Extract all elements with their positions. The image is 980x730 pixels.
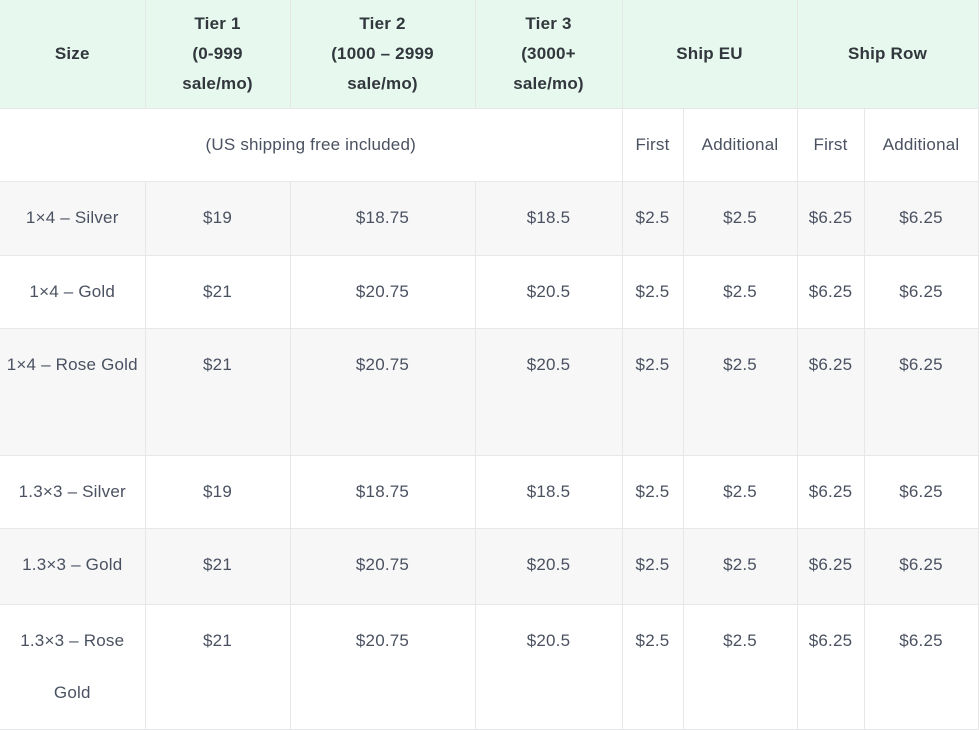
column-header-ship-row: Ship Row bbox=[796, 0, 979, 109]
eu-first-price: $2.5 bbox=[621, 528, 684, 605]
size-cell: 1×4 – Rose Gold bbox=[0, 328, 146, 456]
tier2-price: $20.75 bbox=[289, 604, 476, 730]
tier3-price: $18.5 bbox=[474, 181, 623, 256]
table-row: 1.3×3 – Rose Gold $21 $20.75 $20.5 $2.5 … bbox=[0, 604, 979, 730]
tier1-price: $21 bbox=[144, 328, 291, 456]
tier2-price: $20.75 bbox=[289, 328, 476, 456]
size-cell: 1×4 – Silver bbox=[0, 181, 146, 256]
size-cell: 1.3×3 – Silver bbox=[0, 455, 146, 529]
row-additional-price: $6.25 bbox=[863, 255, 979, 329]
row-additional-price: $6.25 bbox=[863, 528, 979, 605]
column-header-tier3: Tier 3 (3000+ sale/mo) bbox=[474, 0, 623, 109]
eu-additional-price: $2.5 bbox=[682, 604, 798, 730]
tier1-price: $21 bbox=[144, 528, 291, 605]
column-header-size: Size bbox=[0, 0, 146, 109]
tier3-price: $20.5 bbox=[474, 328, 623, 456]
row-additional-price: $6.25 bbox=[863, 455, 979, 529]
size-cell: 1×4 – Gold bbox=[0, 255, 146, 329]
tier2-price: $20.75 bbox=[289, 255, 476, 329]
row-first-price: $6.25 bbox=[796, 604, 865, 730]
size-cell: 1.3×3 – Gold bbox=[0, 528, 146, 605]
row-first-price: $6.25 bbox=[796, 455, 865, 529]
row-first-price: $6.25 bbox=[796, 528, 865, 605]
table-row: 1.3×3 – Silver $19 $18.75 $18.5 $2.5 $2.… bbox=[0, 455, 979, 529]
subheader-eu-additional: Additional bbox=[682, 108, 798, 182]
tier1-price: $21 bbox=[144, 255, 291, 329]
tier2-price: $20.75 bbox=[289, 528, 476, 605]
tier3-price: $20.5 bbox=[474, 528, 623, 605]
eu-first-price: $2.5 bbox=[621, 181, 684, 256]
subheader-row: (US shipping free included) First Additi… bbox=[0, 108, 979, 182]
tier2-price: $18.75 bbox=[289, 455, 476, 529]
tier3-price: $18.5 bbox=[474, 455, 623, 529]
eu-additional-price: $2.5 bbox=[682, 455, 798, 529]
table-row: 1×4 – Rose Gold $21 $20.75 $20.5 $2.5 $2… bbox=[0, 328, 979, 456]
subheader-row-additional: Additional bbox=[863, 108, 979, 182]
eu-first-price: $2.5 bbox=[621, 604, 684, 730]
column-header-tier1: Tier 1 (0-999 sale/mo) bbox=[144, 0, 291, 109]
tier3-price: $20.5 bbox=[474, 255, 623, 329]
table-row: 1.3×3 – Gold $21 $20.75 $20.5 $2.5 $2.5 … bbox=[0, 528, 979, 605]
eu-first-price: $2.5 bbox=[621, 455, 684, 529]
table-row: 1×4 – Gold $21 $20.75 $20.5 $2.5 $2.5 $6… bbox=[0, 255, 979, 329]
tier2-price: $18.75 bbox=[289, 181, 476, 256]
table-row: 1×4 – Silver $19 $18.75 $18.5 $2.5 $2.5 … bbox=[0, 181, 979, 256]
column-header-ship-eu: Ship EU bbox=[621, 0, 798, 109]
row-additional-price: $6.25 bbox=[863, 328, 979, 456]
us-shipping-note: (US shipping free included) bbox=[0, 108, 623, 182]
column-header-tier2: Tier 2 (1000 – 2999 sale/mo) bbox=[289, 0, 476, 109]
tier1-price: $19 bbox=[144, 455, 291, 529]
row-additional-price: $6.25 bbox=[863, 181, 979, 256]
size-cell: 1.3×3 – Rose Gold bbox=[0, 604, 146, 730]
row-first-price: $6.25 bbox=[796, 328, 865, 456]
tier3-price: $20.5 bbox=[474, 604, 623, 730]
subheader-eu-first: First bbox=[621, 108, 684, 182]
row-first-price: $6.25 bbox=[796, 181, 865, 256]
eu-first-price: $2.5 bbox=[621, 328, 684, 456]
eu-first-price: $2.5 bbox=[621, 255, 684, 329]
subheader-row-first: First bbox=[796, 108, 865, 182]
eu-additional-price: $2.5 bbox=[682, 528, 798, 605]
eu-additional-price: $2.5 bbox=[682, 181, 798, 256]
eu-additional-price: $2.5 bbox=[682, 328, 798, 456]
eu-additional-price: $2.5 bbox=[682, 255, 798, 329]
tier1-price: $19 bbox=[144, 181, 291, 256]
row-first-price: $6.25 bbox=[796, 255, 865, 329]
header-row: Size Tier 1 (0-999 sale/mo) Tier 2 (1000… bbox=[0, 0, 979, 109]
row-additional-price: $6.25 bbox=[863, 604, 979, 730]
tier1-price: $21 bbox=[144, 604, 291, 730]
